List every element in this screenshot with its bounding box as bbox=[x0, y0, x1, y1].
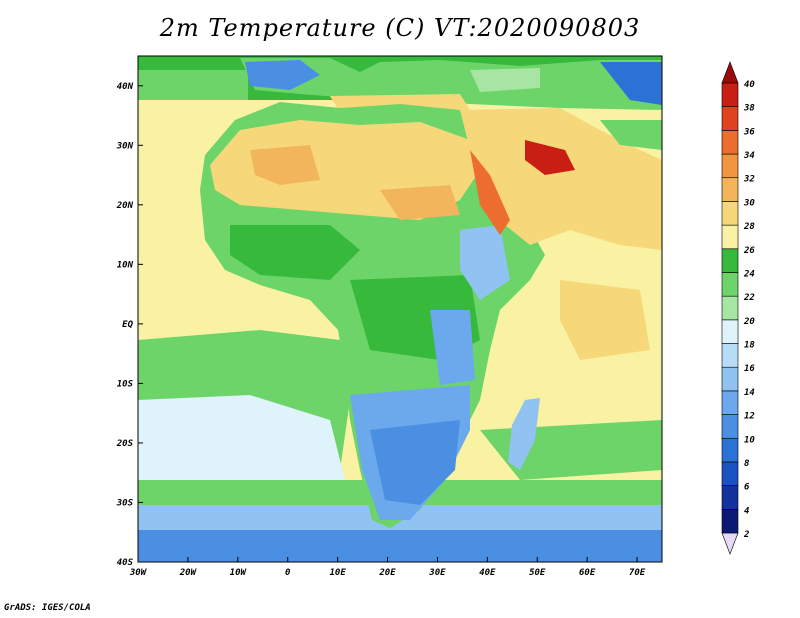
arabia-zone bbox=[460, 108, 662, 250]
colorbar-label: 20 bbox=[743, 317, 755, 327]
x-tick-label: 40E bbox=[479, 568, 496, 578]
y-tick-label: 40N bbox=[117, 82, 134, 92]
sahara-hot-west bbox=[250, 145, 320, 185]
colorbar-bin bbox=[721, 61, 739, 84]
x-tick-label: 20W bbox=[179, 568, 198, 578]
x-tick-label: 60E bbox=[579, 568, 596, 578]
x-tick-label: 0 bbox=[285, 568, 291, 578]
colorbar-label: 32 bbox=[743, 175, 755, 185]
colorbar-label: 18 bbox=[744, 341, 755, 351]
colorbar-bin bbox=[721, 248, 739, 273]
colorbar-bin bbox=[721, 532, 739, 555]
colorbar-label: 12 bbox=[744, 412, 755, 422]
sahel-green bbox=[230, 225, 360, 280]
x-tick-label: 50E bbox=[529, 568, 546, 578]
colorbar-bin bbox=[721, 414, 739, 439]
x-tick-label: 30E bbox=[428, 568, 446, 578]
colorbar-bin bbox=[721, 390, 739, 415]
southern-africa-cold bbox=[370, 420, 460, 505]
colorbar-label: 14 bbox=[744, 388, 755, 398]
colorbar-bin bbox=[721, 272, 739, 297]
colorbar-label: 8 bbox=[744, 459, 749, 469]
y-tick-label: 20N bbox=[116, 201, 134, 211]
east-africa-highlands bbox=[430, 310, 475, 385]
plot-frame bbox=[137, 55, 663, 563]
y-tick-label: 10N bbox=[117, 260, 134, 270]
colorbar-label: 10 bbox=[744, 435, 755, 445]
colorbar-bin bbox=[721, 461, 739, 486]
x-tick-label: 10E bbox=[329, 568, 346, 578]
colorbar-bin bbox=[721, 177, 739, 202]
colorbar-label: 36 bbox=[743, 127, 755, 137]
red-sea-hot bbox=[470, 150, 510, 235]
y-tick-label: 40S bbox=[117, 558, 134, 568]
y-tick-label: 10S bbox=[117, 379, 134, 389]
colorbar-label: 34 bbox=[743, 151, 755, 161]
persian-gulf-hot bbox=[525, 140, 575, 175]
madagascar bbox=[508, 398, 540, 470]
colorbar-label: 4 bbox=[744, 506, 749, 516]
colorbar-label: 24 bbox=[743, 269, 755, 279]
iberia-zone bbox=[138, 70, 248, 100]
x-axis: 30W 20W 10W 0 10E 20E 30E 40E 50E 60E 70E bbox=[129, 557, 646, 578]
x-tick-label: 20E bbox=[378, 568, 396, 578]
y-tick-label: 30N bbox=[116, 141, 134, 151]
colorbar-label: 16 bbox=[744, 364, 755, 374]
colorbar-label: 22 bbox=[743, 293, 755, 303]
y-tick-label: EQ bbox=[122, 320, 133, 330]
y-axis: 40N 30N 20N 10N EQ 10S 20S 30S 40S bbox=[116, 82, 143, 568]
anatolia-mild bbox=[470, 68, 540, 92]
temperature-field bbox=[138, 56, 662, 562]
colorbar-bin bbox=[721, 343, 739, 368]
sahara-hot-east bbox=[380, 185, 460, 220]
x-tick-label: 70E bbox=[629, 568, 646, 578]
colorbar-label: 30 bbox=[743, 198, 755, 208]
alps-cool bbox=[245, 60, 320, 90]
colorbar-bin bbox=[721, 82, 739, 107]
credit-label: GrADS: IGES/COLA bbox=[4, 603, 91, 613]
colorbar-bin bbox=[721, 201, 739, 226]
ethiopian-highlands bbox=[460, 225, 510, 300]
caucasus-cool bbox=[600, 62, 662, 105]
colorbar-bin bbox=[721, 130, 739, 155]
colorbar-bin bbox=[721, 485, 739, 510]
colorbar-label: 40 bbox=[744, 80, 755, 90]
y-tick-label: 20S bbox=[116, 439, 134, 449]
southern-band-deep bbox=[138, 530, 662, 562]
x-tick-label: 10W bbox=[230, 568, 248, 578]
colorbar-bin bbox=[721, 319, 739, 344]
colorbar-label: 26 bbox=[743, 246, 755, 256]
colorbar-bin bbox=[721, 153, 739, 179]
colorbar-bin bbox=[721, 224, 739, 250]
iran-mild bbox=[600, 120, 662, 150]
colorbar-label: 2 bbox=[743, 530, 749, 540]
colorbar-label: 28 bbox=[743, 222, 755, 232]
indian-ocean-warm bbox=[560, 280, 650, 360]
colorbar-label: 38 bbox=[743, 104, 755, 114]
colorbar-label: 6 bbox=[744, 483, 750, 493]
x-tick-label: 30W bbox=[129, 568, 148, 578]
colorbar-bin bbox=[721, 295, 739, 321]
colorbar-bin bbox=[721, 437, 739, 463]
colorbar-bin bbox=[721, 106, 739, 131]
colorbar-bin bbox=[721, 509, 739, 534]
chart-title: 2m Temperature (C) VT:2020090803 bbox=[159, 14, 641, 42]
y-tick-label: 30S bbox=[116, 498, 134, 508]
colorbar-bin bbox=[721, 366, 739, 392]
